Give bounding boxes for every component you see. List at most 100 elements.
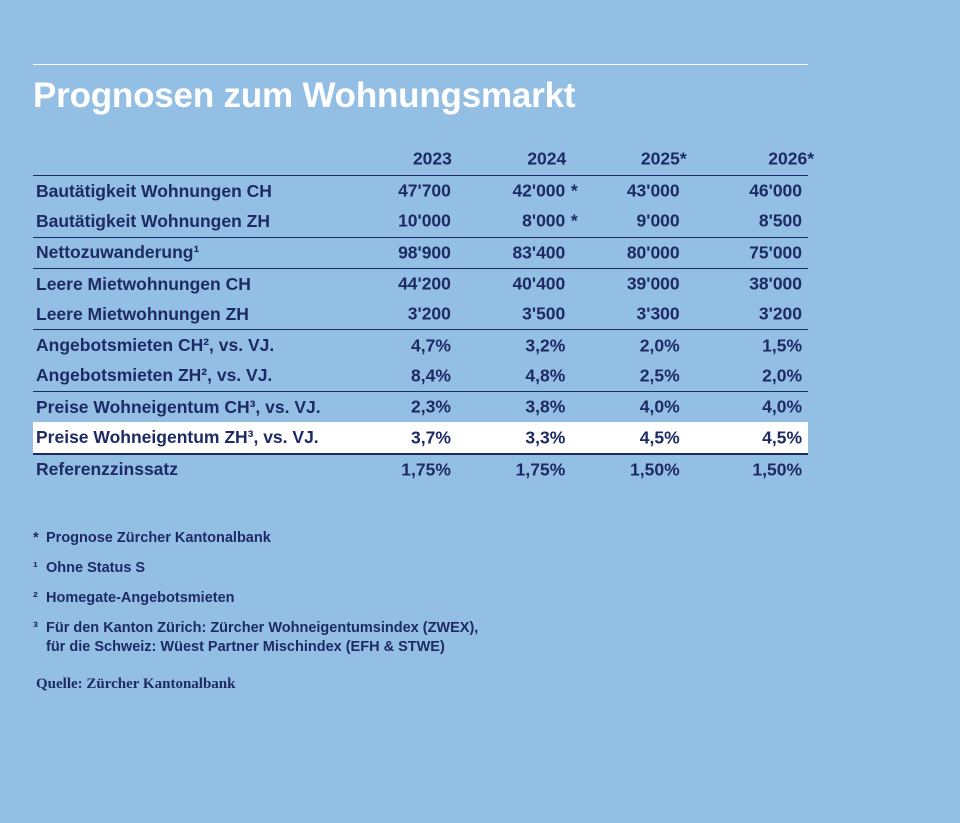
value-cell: 3'300 [579, 299, 693, 329]
table-row: Preise Wohneigentum CH³, vs. VJ. 2,3% 3,… [33, 392, 808, 422]
value-cell: 9'000 [579, 206, 693, 236]
cell-value: 1,5% [762, 335, 803, 356]
cell-value: 2,3% [411, 396, 451, 417]
footnote-2: ² Homegate-Angebotsmieten [33, 589, 478, 608]
value-cell: 1,5% [694, 330, 808, 360]
cell-value: 44'200 [398, 273, 451, 294]
value-cell: 3'200 [351, 299, 465, 329]
footnote-mark: ¹ [33, 560, 38, 576]
forecast-table: 2023 2024 2025* 2026* Bautätigkeit Wohnu… [33, 143, 814, 485]
value-cell: 10'000 [351, 206, 465, 236]
row-label: Leere Mietwohnungen ZH [36, 303, 249, 324]
value-cell: 3'200 [694, 299, 808, 329]
cell-value: 47'700 [398, 180, 451, 201]
table-row-highlighted: Preise Wohneigentum ZH³, vs. VJ. 3,7% 3,… [33, 422, 808, 453]
table-row: Angebotsmieten CH², vs. VJ. 4,7% 3,2% 2,… [33, 330, 808, 360]
footnote-text: Ohne Status S [46, 560, 146, 576]
cell-value: 1,50% [630, 459, 680, 480]
column-header-2023: 2023 [351, 143, 465, 175]
value-cell: 1,50% [579, 455, 693, 485]
cell-value: 3'200 [758, 303, 803, 324]
footnote-text-line-2: für die Schweiz: Wüest Partner Mischinde… [46, 639, 445, 655]
value-cell: 1,75% [465, 455, 579, 485]
value-cell: 80'000 [579, 238, 693, 268]
cell-value: 4,8% [525, 365, 566, 386]
cell-value: 3,3% [525, 427, 566, 448]
value-cell: 4,8% [465, 361, 579, 391]
row-label: Preise Wohneigentum ZH³, vs. VJ. [36, 427, 319, 448]
row-divider [33, 391, 808, 393]
cell-value: 3'200 [407, 303, 451, 324]
column-header-2026: 2026* [694, 143, 814, 175]
column-header-label: 2023 [412, 148, 452, 169]
cell-value: 40'400 [512, 273, 566, 294]
cell-value: 8,4% [411, 365, 451, 386]
row-divider [33, 236, 808, 238]
cell-value: 80'000 [626, 242, 680, 263]
cell-value: 8'000 [522, 210, 566, 231]
cell-value: 98'900 [398, 242, 451, 263]
footnote-3: ³ Für den Kanton Zürich: Zürcher Wohneig… [33, 619, 478, 657]
value-cell: 3,7% [351, 422, 465, 452]
table-row: Leere Mietwohnungen ZH 3'200 3'500 3'300… [33, 299, 808, 329]
row-label: Leere Mietwohnungen CH [36, 273, 251, 294]
column-header-label: 2025* [640, 148, 687, 169]
cell-value: 3,2% [525, 335, 566, 356]
row-label: Bautätigkeit Wohnungen CH [36, 180, 272, 201]
value-cell: 40'400 [465, 269, 579, 299]
value-cell: 3,8% [465, 392, 579, 422]
value-cell: 83'400 [465, 238, 579, 268]
cell-value: 3,8% [525, 396, 566, 417]
value-cell: 3,3% [465, 422, 579, 452]
footnote-1: ¹ Ohne Status S [33, 559, 478, 578]
cell-value: 8'500 [758, 210, 803, 231]
value-cell: 4,7% [351, 330, 465, 360]
table-header-row: 2023 2024 2025* 2026* [33, 143, 814, 175]
row-divider [33, 175, 808, 176]
row-label: Angebotsmieten ZH², vs. VJ. [36, 365, 273, 386]
cell-value: 4,0% [639, 396, 680, 417]
row-label: Referenzzinssatz [36, 459, 178, 480]
cell-value: 1,75% [401, 459, 451, 480]
cell-value: 43'000 [626, 180, 680, 201]
value-cell: 44'200 [351, 269, 465, 299]
value-cell: 98'900 [351, 238, 465, 268]
value-cell: 4,0% [694, 392, 808, 422]
cell-value: 3'500 [522, 303, 566, 324]
cell-value: 38'000 [749, 273, 803, 294]
value-cell: 4,5% [579, 422, 693, 452]
footnote-text: Homegate-Angebotsmieten [46, 590, 235, 606]
source-note: Quelle: Zürcher Kantonalbank [36, 676, 236, 692]
value-cell: 4,5% [694, 422, 808, 452]
value-cell: 2,3% [351, 392, 465, 422]
column-header-label: 2024 [527, 148, 567, 169]
row-divider [33, 452, 808, 455]
value-cell: 39'000 [579, 269, 693, 299]
value-cell: 8,4% [351, 361, 465, 391]
value-cell: 1,50% [694, 455, 808, 485]
page-title: Prognosen zum Wohnungsmarkt [33, 76, 576, 115]
cell-value: 42'000 [512, 180, 566, 201]
value-cell: 2,5% [579, 361, 693, 391]
value-cell: 3,2% [465, 330, 579, 360]
value-cell: 4,0% [579, 392, 693, 422]
value-cell: 2,0% [694, 361, 808, 391]
cell-value: 3,7% [411, 427, 451, 448]
value-cell: 8'500 [694, 206, 808, 236]
footnote-text: Für den Kanton Zürich: Zürcher Wohneigen… [46, 619, 478, 657]
value-cell: 8'000 * [465, 206, 579, 236]
table-row: Angebotsmieten ZH², vs. VJ. 8,4% 4,8% 2,… [33, 361, 808, 391]
cell-value: 10'000 [398, 210, 451, 231]
value-cell: 3'500 [465, 299, 579, 329]
cell-value: 46'000 [749, 180, 803, 201]
cell-value: 4,7% [411, 335, 451, 356]
cell-value: 1,50% [752, 459, 803, 480]
cell-value: 2,0% [639, 335, 680, 356]
table-row: Leere Mietwohnungen CH 44'200 40'400 39'… [33, 269, 808, 299]
cell-value: 75'000 [749, 242, 803, 263]
footnote-mark: * [33, 530, 39, 546]
value-cell: 42'000 * [465, 176, 579, 206]
top-rule [33, 64, 808, 65]
forecast-star: * [570, 180, 578, 201]
column-header-label: 2026* [768, 148, 815, 169]
